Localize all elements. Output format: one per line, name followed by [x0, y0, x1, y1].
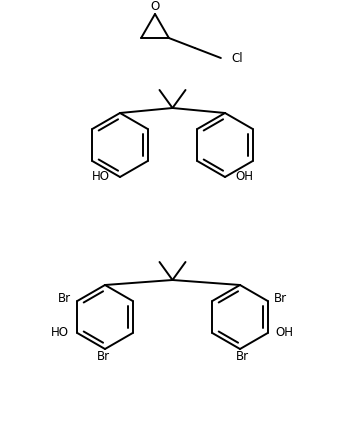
- Text: HO: HO: [92, 170, 110, 183]
- Text: OH: OH: [235, 170, 253, 183]
- Text: Cl: Cl: [232, 52, 244, 65]
- Text: O: O: [150, 0, 160, 13]
- Text: Br: Br: [274, 291, 287, 304]
- Text: OH: OH: [276, 327, 294, 340]
- Text: HO: HO: [51, 327, 69, 340]
- Text: Br: Br: [235, 351, 248, 364]
- Text: Br: Br: [97, 351, 110, 364]
- Text: Br: Br: [58, 291, 71, 304]
